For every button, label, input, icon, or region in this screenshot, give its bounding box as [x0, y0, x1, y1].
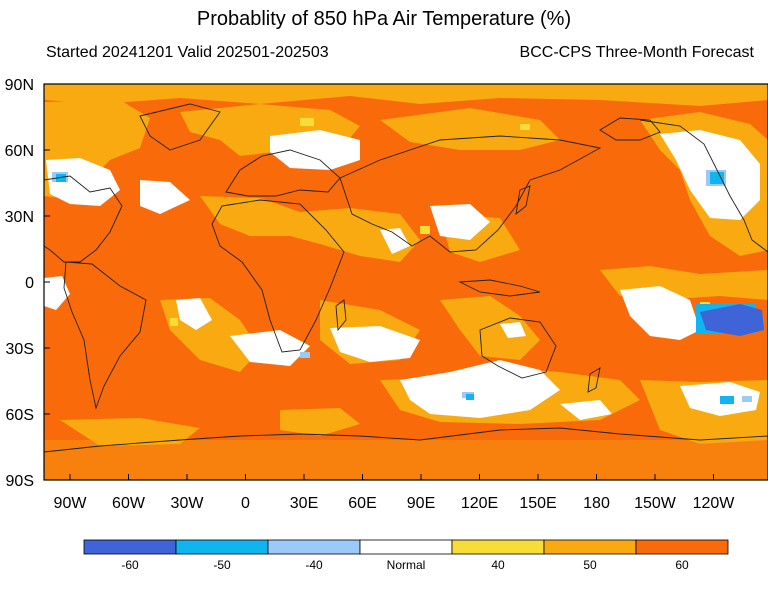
lat-tick-label: 60N — [5, 143, 34, 160]
colorbar-label: 40 — [491, 558, 505, 572]
colorbar-swatch — [267, 539, 361, 555]
colorbar-label: -50 — [213, 558, 231, 572]
lon-tick-label: 90W — [54, 495, 88, 512]
forecast-source: BCC-CPS Three-Month Forecast — [519, 44, 754, 61]
lon-tick-label: 150E — [519, 495, 556, 512]
latitude-axis: 90N 60N 30N 0 30S 60S 90S — [5, 77, 50, 490]
lon-tick-label: 150W — [634, 495, 677, 512]
colorbar-label: -60 — [121, 558, 139, 572]
lon-tick-label: 180 — [583, 495, 610, 512]
field-normal — [44, 130, 760, 420]
lon-tick-label: 90E — [407, 495, 435, 512]
lat-tick-label: 90N — [5, 77, 34, 94]
coastlines — [44, 103, 768, 453]
colorbar-swatch — [175, 539, 269, 555]
colorbar-swatch — [635, 539, 729, 555]
colorbar-label: -40 — [305, 558, 323, 572]
lon-tick-label: 30E — [290, 495, 318, 512]
colorbar-label: 50 — [583, 558, 597, 572]
lon-tick-label: 120W — [693, 495, 736, 512]
colorbar: -60 -50 -40 Normal 40 50 60 — [83, 539, 729, 572]
map-title: Probablity of 850 hPa Air Temperature (%… — [196, 8, 572, 30]
field-below-60 — [700, 304, 764, 336]
lon-tick-label: 60W — [112, 495, 146, 512]
colorbar-label: Normal — [387, 558, 426, 572]
colorbar-swatch — [359, 539, 453, 555]
lat-tick-label: 30N — [5, 209, 34, 226]
forecast-period: Started 20241201 Valid 202501-202503 — [46, 44, 329, 61]
lat-tick-label: 90S — [6, 473, 34, 490]
lat-tick-label: 30S — [6, 341, 34, 358]
lat-tick-label: 0 — [25, 275, 34, 292]
longitude-axis: 90W 60W 30W 0 30E 60E 90E 120E 150E 180 150W 120W — [54, 474, 736, 512]
colorbar-swatch — [543, 539, 637, 555]
lat-tick-label: 60S — [6, 407, 34, 424]
lon-tick-label: 30W — [171, 495, 205, 512]
lon-tick-label: 120E — [461, 495, 498, 512]
colorbar-swatch — [451, 539, 545, 555]
lon-tick-label: 60E — [348, 495, 376, 512]
colorbar-label: 60 — [675, 558, 689, 572]
colorbar-swatch — [83, 539, 177, 555]
lon-tick-label: 0 — [241, 495, 250, 512]
probability-field — [44, 84, 768, 480]
